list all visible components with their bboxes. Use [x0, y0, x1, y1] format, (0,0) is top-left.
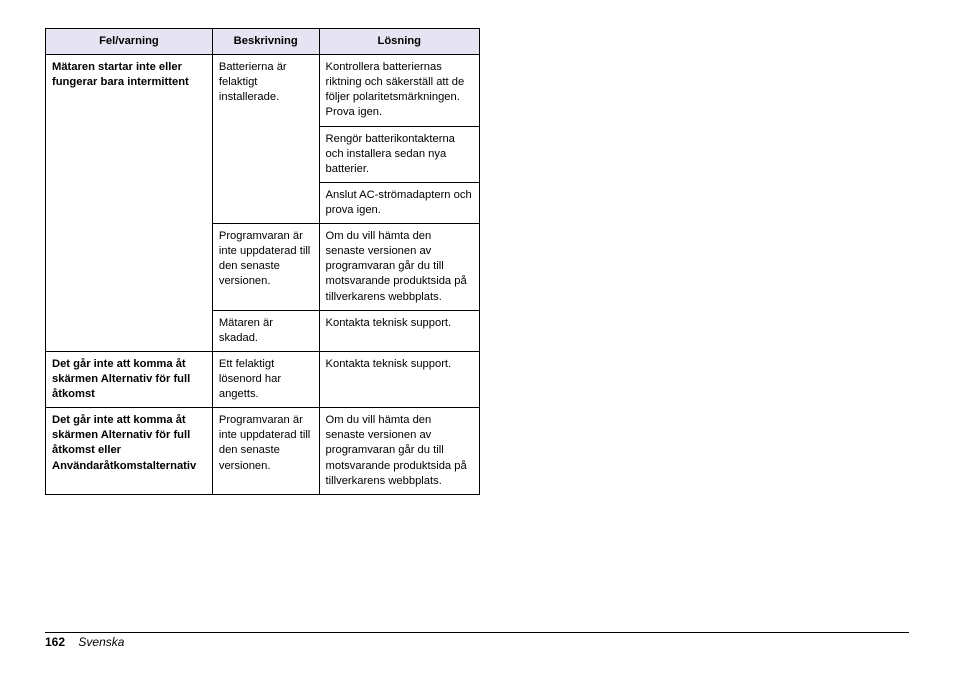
- table-row: Mätaren startar inte eller fungerar bara…: [46, 55, 480, 126]
- solution-cell: Om du vill hämta den senaste versionen a…: [319, 408, 479, 495]
- table-row: Det går inte att komma åt skärmen Altern…: [46, 351, 480, 407]
- table-header-row: Fel/varning Beskrivning Lösning: [46, 29, 480, 55]
- solution-cell: Kontakta teknisk support.: [319, 351, 479, 407]
- desc-cell: Programvaran är inte uppdaterad till den…: [212, 224, 319, 311]
- document-page: Fel/varning Beskrivning Lösning Mätaren …: [0, 0, 954, 495]
- solution-cell: Rengör batterikontakterna och installera…: [319, 126, 479, 182]
- desc-cell: Programvaran är inte uppdaterad till den…: [212, 408, 319, 495]
- col-header-description: Beskrivning: [212, 29, 319, 55]
- fault-cell: Det går inte att komma åt skärmen Altern…: [46, 408, 213, 495]
- desc-cell: Mätaren är skadad.: [212, 310, 319, 351]
- footer-separator: [68, 635, 75, 649]
- solution-cell: Kontakta teknisk support.: [319, 310, 479, 351]
- page-footer: 162 Svenska: [45, 632, 909, 649]
- solution-cell: Kontrollera batteriernas riktning och sä…: [319, 55, 479, 126]
- desc-cell: Ett felaktigt lösenord har angetts.: [212, 351, 319, 407]
- desc-cell: Batterierna är felaktigt installerade.: [212, 55, 319, 224]
- page-number: 162: [45, 635, 65, 649]
- table-row: Det går inte att komma åt skärmen Altern…: [46, 408, 480, 495]
- col-header-fault: Fel/varning: [46, 29, 213, 55]
- fault-cell: Mätaren startar inte eller fungerar bara…: [46, 55, 213, 352]
- troubleshooting-table: Fel/varning Beskrivning Lösning Mätaren …: [45, 28, 480, 495]
- solution-cell: Om du vill hämta den senaste versionen a…: [319, 224, 479, 311]
- fault-cell: Det går inte att komma åt skärmen Altern…: [46, 351, 213, 407]
- solution-cell: Anslut AC-strömadaptern och prova igen.: [319, 182, 479, 223]
- col-header-solution: Lösning: [319, 29, 479, 55]
- page-language: Svenska: [78, 635, 124, 649]
